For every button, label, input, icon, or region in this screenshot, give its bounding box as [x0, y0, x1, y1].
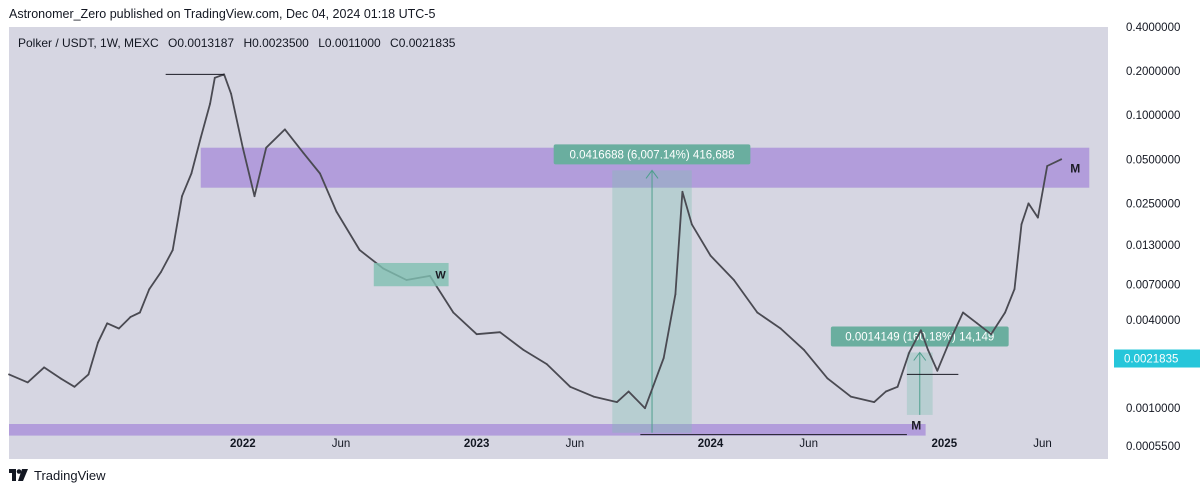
chart-legend: Polker / USDT, 1W, MEXC O0.0013187 H0.00… [18, 36, 461, 50]
legend-low: L0.0011000 [318, 36, 381, 50]
legend-open: O0.0013187 [168, 36, 235, 50]
tradingview-logo-icon [9, 469, 28, 481]
published-by-text: Astronomer_Zero published on TradingView… [9, 7, 436, 21]
legend-symbol: Polker / USDT, 1W, MEXC [18, 36, 159, 50]
legend-high: H0.0023500 [243, 36, 309, 50]
legend-close: C0.0021835 [390, 36, 456, 50]
footer-brand-text: TradingView [34, 467, 106, 483]
chart-area[interactable] [9, 27, 1108, 459]
footer-brand[interactable]: TradingView [9, 466, 106, 484]
price-scale[interactable] [1108, 27, 1200, 459]
